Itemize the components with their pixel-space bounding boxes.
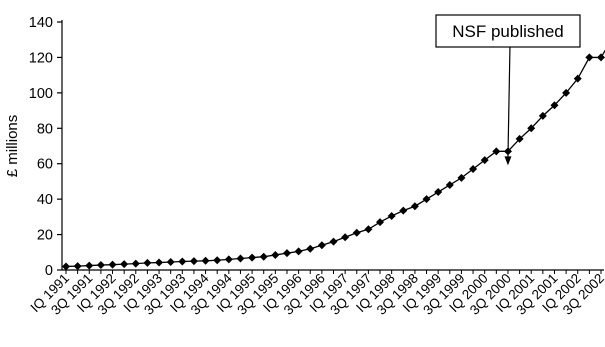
data-point (585, 53, 594, 62)
y-tick-label: 20 (37, 228, 53, 244)
data-point (364, 225, 373, 234)
data-point (329, 237, 338, 246)
y-tick-label: 60 (37, 157, 53, 173)
y-tick-label: 80 (37, 121, 53, 137)
data-point (224, 255, 233, 264)
data-point (155, 258, 164, 267)
data-point (352, 228, 361, 237)
annotation: NSF published (435, 14, 581, 166)
data-point (457, 173, 466, 182)
annotation-arrow-line (507, 46, 511, 158)
data-point (562, 88, 571, 97)
data-point (108, 260, 117, 269)
y-tick-label: 140 (29, 15, 53, 31)
data-point (445, 180, 454, 189)
y-axis: 0 20 40 60 80 100 120 140 (29, 15, 63, 279)
data-point (120, 260, 129, 269)
data-point (492, 147, 501, 156)
annotation-label: NSF published (452, 22, 564, 41)
data-point (213, 256, 222, 265)
data-point (550, 101, 559, 110)
y-tick-label: 100 (29, 86, 53, 102)
data-point (434, 188, 443, 197)
y-tick-label: 0 (45, 263, 53, 279)
data-point (317, 241, 326, 250)
annotation-box (435, 14, 581, 48)
data-point (131, 259, 140, 268)
data-point (341, 233, 350, 242)
data-point (597, 53, 605, 62)
data-point (248, 253, 257, 262)
data-point (96, 261, 105, 270)
annotation-arrow-head (504, 156, 512, 166)
data-point (271, 250, 280, 259)
series-path (65, 49, 605, 268)
data-point (480, 156, 489, 165)
data-point (85, 261, 94, 270)
data-point (282, 249, 291, 258)
data-point (538, 111, 547, 120)
data-point (306, 244, 315, 253)
y-tick-label: 120 (29, 50, 53, 66)
data-point (62, 262, 70, 271)
data-point (422, 195, 431, 204)
data-point (259, 252, 268, 261)
data-point (573, 74, 582, 83)
data-point (527, 124, 536, 133)
data-point (201, 256, 210, 265)
data-point (294, 247, 303, 256)
y-tick-label: 40 (37, 192, 53, 208)
series-line (62, 49, 605, 271)
data-point (399, 206, 408, 215)
data-point (387, 211, 396, 220)
data-point (189, 257, 198, 266)
y-axis-title: £ millions (4, 115, 21, 178)
data-point (469, 165, 478, 174)
data-point (178, 257, 187, 266)
data-point (236, 254, 245, 263)
data-point (166, 258, 175, 267)
data-point (376, 218, 385, 227)
data-point (73, 262, 82, 271)
data-point (410, 202, 419, 211)
data-point (143, 258, 152, 267)
data-point (515, 134, 524, 143)
